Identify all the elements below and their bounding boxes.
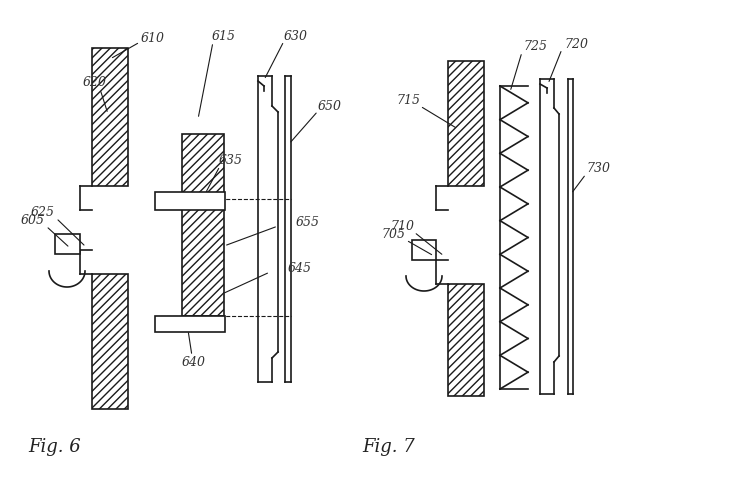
- Bar: [448, 61, 484, 186]
- Text: 730: 730: [586, 161, 610, 174]
- Text: 650: 650: [318, 100, 342, 113]
- Text: 705: 705: [381, 228, 405, 241]
- Text: 605: 605: [21, 215, 45, 227]
- Text: Fig. 6: Fig. 6: [28, 438, 81, 456]
- Text: 625: 625: [31, 206, 55, 219]
- Text: 635: 635: [219, 155, 243, 167]
- Polygon shape: [155, 192, 225, 210]
- Text: 655: 655: [296, 216, 320, 228]
- Polygon shape: [412, 240, 436, 260]
- Text: 720: 720: [564, 37, 588, 50]
- Bar: [182, 134, 224, 316]
- Polygon shape: [155, 316, 225, 332]
- Bar: [92, 48, 128, 186]
- Polygon shape: [55, 234, 80, 254]
- Text: 640: 640: [182, 356, 206, 369]
- Text: 620: 620: [83, 77, 107, 90]
- Text: 610: 610: [141, 31, 165, 44]
- Text: 630: 630: [284, 31, 308, 43]
- Bar: [92, 274, 128, 409]
- Bar: [448, 284, 484, 396]
- Text: 645: 645: [288, 262, 312, 275]
- Text: 615: 615: [212, 31, 236, 43]
- Text: 715: 715: [396, 94, 420, 106]
- Text: 725: 725: [523, 39, 547, 52]
- Text: Fig. 7: Fig. 7: [362, 438, 415, 456]
- Text: 710: 710: [390, 220, 414, 232]
